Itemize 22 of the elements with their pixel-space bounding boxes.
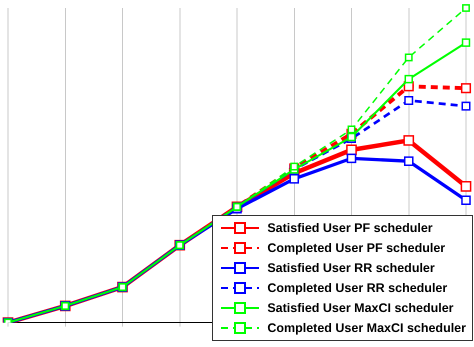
point: [348, 126, 356, 134]
point: [461, 195, 471, 205]
point: [289, 174, 300, 184]
legend-label: Completed User MaxCI scheduler: [267, 320, 466, 337]
legend-label: Satisfied User MaxCI scheduler: [267, 300, 454, 317]
legend-label: Completed User PF scheduler: [267, 240, 446, 257]
point: [460, 83, 472, 94]
point: [462, 38, 470, 47]
point: [460, 181, 472, 192]
point: [404, 53, 413, 62]
point: [462, 4, 470, 12]
legend-label: Completed User RR scheduler: [267, 280, 448, 297]
legend-label: Satisfied User RR scheduler: [267, 260, 435, 277]
point: [404, 156, 414, 166]
point: [346, 154, 356, 164]
point: [403, 135, 414, 146]
point: [290, 162, 298, 170]
legend-label: Satisfied User PF scheduler: [267, 220, 433, 237]
point: [404, 96, 414, 105]
point: [404, 74, 413, 84]
point: [346, 144, 357, 156]
point: [462, 102, 470, 111]
